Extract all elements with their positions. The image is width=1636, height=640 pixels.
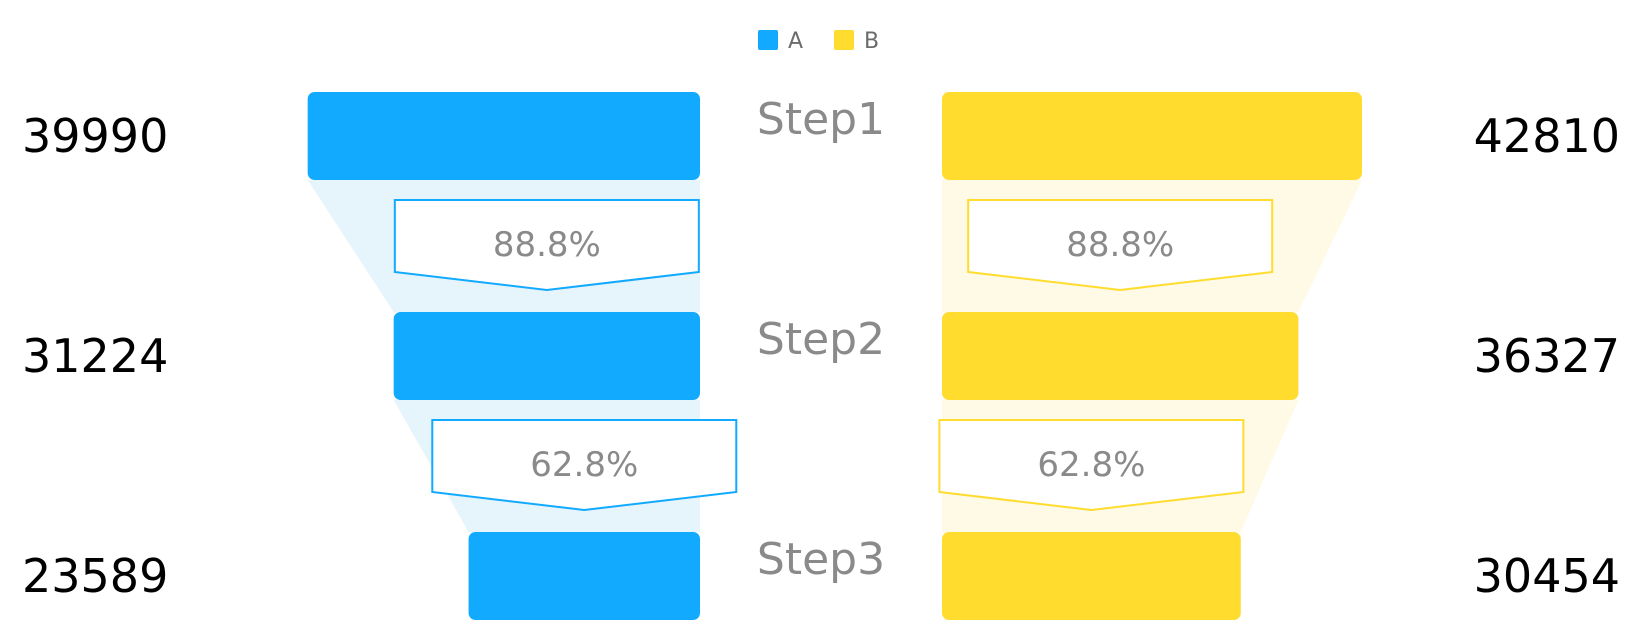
bar-a-step3[interactable] [468,532,700,620]
conversion-label-a-2: 62.8% [530,445,638,485]
legend-swatch-a [758,30,778,50]
funnel-bars [307,92,1362,620]
legend-label-a: A [788,29,803,54]
value-label-b-step2: 36327 [1474,329,1620,383]
funnel-labels: 39990 31224 23589 42810 36327 30454 Step1 Step2… [22,94,1620,603]
bar-a-step2[interactable] [393,312,700,400]
conversion-label-b-1: 88.8% [1066,225,1174,265]
value-label-a-step2: 31224 [22,329,168,383]
conversion-callout-b-1 [967,199,1274,292]
value-label-a-step1: 39990 [22,109,168,163]
legend: A B [758,29,879,54]
legend-item-a[interactable]: A [758,29,803,54]
conversion-label-a-1: 88.8% [493,225,601,265]
conversion-callout-a-1 [393,199,700,292]
bar-b-step3[interactable] [942,532,1241,620]
conversion-callout-b-2 [938,419,1245,512]
bar-a-step1[interactable] [307,92,700,180]
legend-item-b[interactable]: B [834,29,879,54]
bar-b-step1[interactable] [942,92,1362,180]
value-label-b-step3: 30454 [1474,549,1620,603]
conversion-callout-a-2 [431,419,738,512]
value-label-b-step1: 42810 [1474,109,1620,163]
legend-label-b: B [864,29,879,54]
step-label-1: Step1 [757,94,885,145]
step-label-3: Step3 [757,534,885,585]
step-label-2: Step2 [757,314,885,365]
value-label-a-step3: 23589 [22,549,168,603]
conversion-label-b-2: 62.8% [1037,445,1145,485]
conversion-callouts: 88.8% 62.8% 88.8% 62.8% [393,199,1274,512]
legend-swatch-b [834,30,854,50]
bar-b-step2[interactable] [942,312,1299,400]
